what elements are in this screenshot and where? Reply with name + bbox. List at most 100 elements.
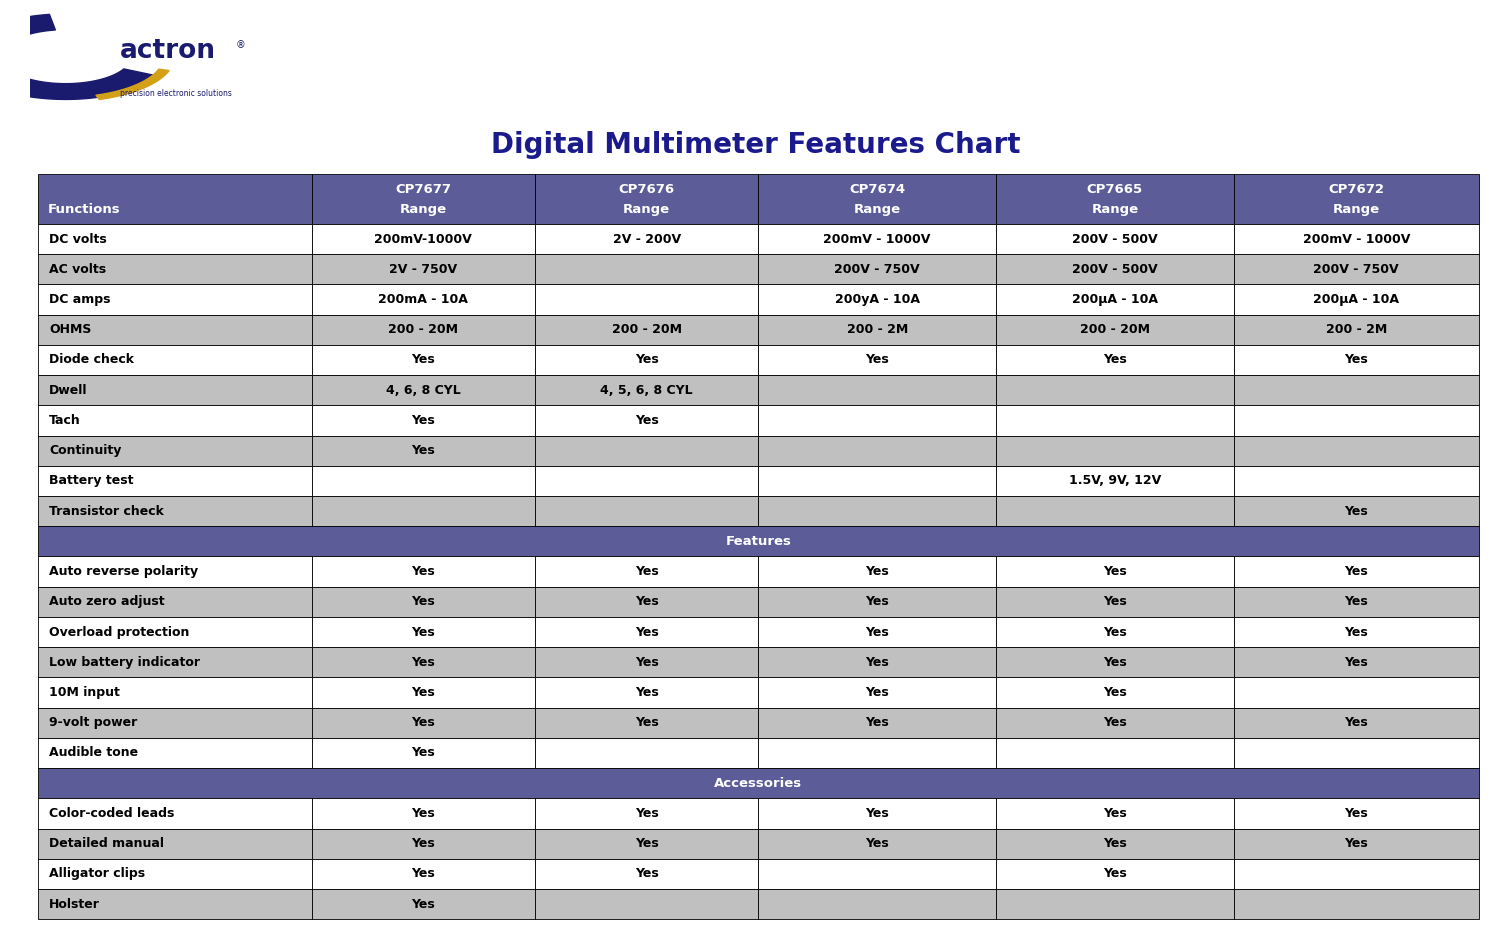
Text: 200V - 500V: 200V - 500V bbox=[1072, 263, 1158, 276]
Text: Yes: Yes bbox=[635, 807, 658, 820]
Bar bbox=[38, 768, 1479, 798]
Text: Yes: Yes bbox=[635, 354, 658, 367]
Text: ®: ® bbox=[236, 40, 245, 51]
Text: Color-coded leads: Color-coded leads bbox=[50, 807, 175, 820]
Text: Battery test: Battery test bbox=[50, 475, 135, 488]
Bar bbox=[758, 556, 996, 586]
Bar bbox=[535, 889, 758, 919]
Bar bbox=[996, 314, 1234, 345]
Bar bbox=[311, 617, 535, 647]
Bar bbox=[996, 375, 1234, 405]
Text: Yes: Yes bbox=[411, 868, 435, 881]
Text: Range: Range bbox=[1332, 204, 1380, 217]
Text: 2V - 200V: 2V - 200V bbox=[612, 233, 680, 246]
Text: Yes: Yes bbox=[411, 898, 435, 911]
Bar bbox=[1234, 647, 1479, 677]
Bar bbox=[996, 889, 1234, 919]
Text: CP7674: CP7674 bbox=[850, 183, 906, 196]
Bar bbox=[996, 556, 1234, 586]
Bar bbox=[758, 889, 996, 919]
Bar bbox=[38, 254, 311, 284]
Text: 200 - 20M: 200 - 20M bbox=[1080, 324, 1151, 336]
Text: Yes: Yes bbox=[1344, 807, 1368, 820]
Text: Yes: Yes bbox=[1104, 868, 1126, 881]
Bar bbox=[311, 496, 535, 526]
Bar bbox=[311, 556, 535, 586]
Bar bbox=[1234, 677, 1479, 707]
Text: Yes: Yes bbox=[411, 414, 435, 427]
Bar bbox=[758, 174, 996, 224]
Text: Yes: Yes bbox=[1344, 837, 1368, 850]
Bar bbox=[38, 405, 311, 435]
Bar bbox=[535, 375, 758, 405]
Bar bbox=[1234, 889, 1479, 919]
Bar bbox=[996, 224, 1234, 254]
Text: Yes: Yes bbox=[1344, 354, 1368, 367]
Bar bbox=[996, 647, 1234, 677]
Bar bbox=[311, 224, 535, 254]
Text: Yes: Yes bbox=[635, 656, 658, 669]
Polygon shape bbox=[0, 14, 157, 99]
Bar bbox=[38, 647, 311, 677]
Bar bbox=[535, 405, 758, 435]
Bar bbox=[38, 707, 311, 738]
Bar bbox=[38, 798, 311, 828]
Bar bbox=[38, 828, 311, 859]
Bar bbox=[535, 859, 758, 889]
Text: Range: Range bbox=[399, 204, 448, 217]
Text: 200yA - 10A: 200yA - 10A bbox=[835, 293, 919, 306]
Text: Yes: Yes bbox=[635, 837, 658, 850]
Bar bbox=[996, 798, 1234, 828]
Bar bbox=[535, 435, 758, 466]
Text: 200mV - 1000V: 200mV - 1000V bbox=[824, 233, 931, 246]
Bar bbox=[1234, 798, 1479, 828]
Text: 200 - 20M: 200 - 20M bbox=[611, 324, 682, 336]
Text: Yes: Yes bbox=[635, 868, 658, 881]
Bar bbox=[1234, 738, 1479, 768]
Text: 10M input: 10M input bbox=[50, 686, 119, 699]
Bar bbox=[38, 314, 311, 345]
Text: Audible tone: Audible tone bbox=[50, 747, 139, 760]
Text: Detailed manual: Detailed manual bbox=[50, 837, 165, 850]
Bar bbox=[996, 435, 1234, 466]
Text: Range: Range bbox=[854, 204, 901, 217]
Bar bbox=[535, 284, 758, 314]
Bar bbox=[1234, 375, 1479, 405]
Text: Accessories: Accessories bbox=[714, 777, 803, 790]
Text: Yes: Yes bbox=[1104, 656, 1126, 669]
Text: OHMS: OHMS bbox=[50, 324, 92, 336]
Text: 4, 6, 8 CYL: 4, 6, 8 CYL bbox=[386, 384, 461, 397]
Text: Functions: Functions bbox=[48, 204, 121, 217]
Bar bbox=[38, 526, 1479, 556]
Bar bbox=[1234, 174, 1479, 224]
Text: 200V - 500V: 200V - 500V bbox=[1072, 233, 1158, 246]
Bar bbox=[535, 617, 758, 647]
Bar bbox=[996, 828, 1234, 859]
Text: Dwell: Dwell bbox=[50, 384, 88, 397]
Bar bbox=[38, 375, 311, 405]
Bar bbox=[758, 617, 996, 647]
Bar bbox=[38, 889, 311, 919]
Bar bbox=[758, 647, 996, 677]
Bar bbox=[38, 677, 311, 707]
Text: Auto zero adjust: Auto zero adjust bbox=[50, 596, 165, 609]
Bar bbox=[758, 314, 996, 345]
Bar bbox=[758, 345, 996, 375]
Bar bbox=[311, 345, 535, 375]
Bar bbox=[758, 738, 996, 768]
Text: 4, 5, 6, 8 CYL: 4, 5, 6, 8 CYL bbox=[600, 384, 692, 397]
Bar bbox=[996, 496, 1234, 526]
Text: Yes: Yes bbox=[1104, 837, 1126, 850]
Bar bbox=[758, 254, 996, 284]
Text: 200μA - 10A: 200μA - 10A bbox=[1072, 293, 1158, 306]
Text: 200mV-1000V: 200mV-1000V bbox=[375, 233, 472, 246]
Bar bbox=[535, 345, 758, 375]
Bar bbox=[311, 828, 535, 859]
Text: Continuity: Continuity bbox=[50, 445, 121, 457]
Bar bbox=[996, 345, 1234, 375]
Text: Yes: Yes bbox=[865, 596, 889, 609]
Bar bbox=[1234, 254, 1479, 284]
Bar bbox=[996, 284, 1234, 314]
Bar bbox=[535, 254, 758, 284]
Bar bbox=[311, 375, 535, 405]
